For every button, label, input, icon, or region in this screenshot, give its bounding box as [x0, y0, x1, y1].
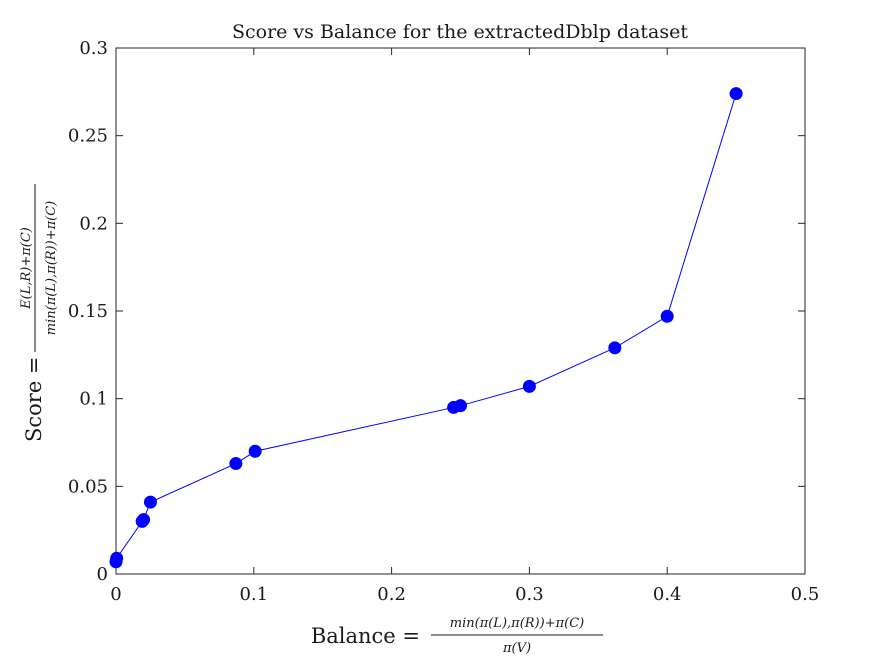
x-axis-label-denominator: π(V): [502, 641, 531, 656]
x-tick-label: 0: [110, 584, 121, 605]
y-axis-label: Score = E(L,R)+π(C) min(π(L),π(R))+π(C): [19, 184, 59, 442]
y-tick-label: 0.3: [79, 38, 108, 59]
y-tick-label: 0.15: [68, 301, 108, 322]
data-point: [454, 399, 467, 413]
data-point: [137, 513, 151, 527]
data-point: [608, 341, 622, 355]
x-tick-label: 0.4: [653, 584, 682, 605]
data-point: [729, 87, 743, 101]
data-point: [522, 379, 536, 393]
x-axis-label-numerator: min(π(L),π(R))+π(C): [450, 616, 584, 631]
chart-title: Score vs Balance for the extractedDblp d…: [232, 21, 688, 43]
data-point: [110, 551, 124, 565]
plot-area: [115, 47, 806, 575]
data-point: [248, 444, 262, 458]
x-axis-label: Balance = min(π(L),π(R))+π(C) π(V): [311, 616, 603, 656]
y-axis-label-text: Score =: [22, 356, 46, 442]
x-tick-label: 0.2: [377, 584, 406, 605]
data-point: [660, 309, 674, 323]
y-axis: 0 0.05 0.1 0.15 0.2 0.25 0.3: [68, 38, 805, 585]
x-axis-label-text: Balance =: [311, 624, 420, 648]
y-tick-label: 0.1: [79, 389, 108, 410]
data-point: [229, 457, 243, 471]
x-tick-label: 0.5: [791, 584, 820, 605]
y-tick-label: 0.2: [79, 213, 108, 234]
y-axis-label-numerator: E(L,R)+π(C): [19, 227, 34, 310]
y-tick-label: 0.05: [68, 476, 108, 497]
y-axis-label-denominator: min(π(L),π(R))+π(C): [44, 201, 59, 335]
data-point: [143, 495, 157, 509]
y-tick-label: 0.25: [68, 126, 108, 147]
data-series: [109, 87, 743, 569]
y-tick-label: 0: [97, 564, 108, 585]
x-axis: 0 0.1 0.2 0.3 0.4 0.5: [110, 48, 819, 605]
x-tick-label: 0.1: [239, 584, 268, 605]
x-tick-label: 0.3: [515, 584, 544, 605]
